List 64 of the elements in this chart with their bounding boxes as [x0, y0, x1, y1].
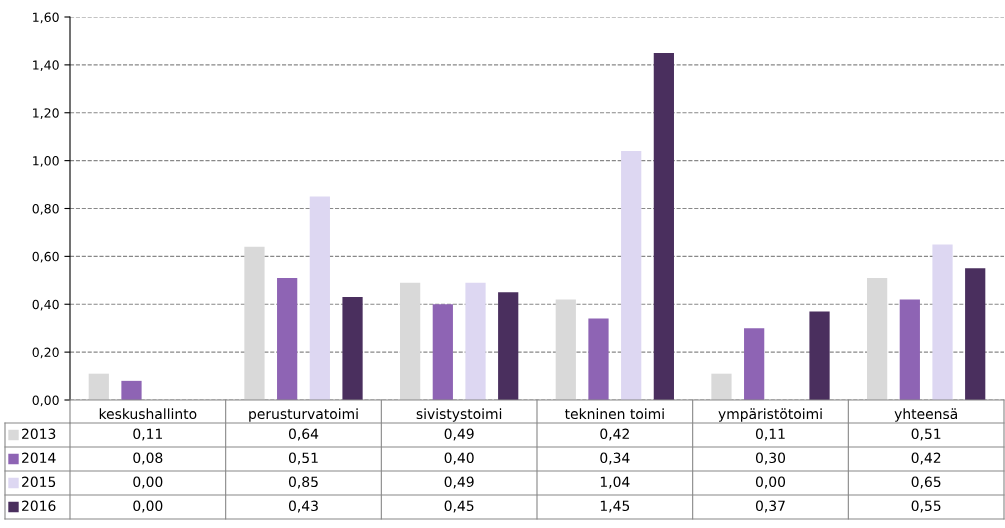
data-label: 0,51 [911, 428, 941, 441]
bar [653, 52, 674, 400]
bar [555, 299, 576, 400]
data-label: 0,11 [133, 428, 163, 441]
data-label: 0,49 [444, 476, 474, 489]
data-label: 0,30 [755, 452, 786, 465]
data-label: 0,64 [288, 428, 319, 441]
bar [621, 151, 642, 400]
bar [400, 282, 421, 400]
bar [498, 292, 519, 400]
data-label: 0,00 [133, 476, 163, 489]
data-label: 1,45 [600, 500, 630, 513]
y-tick-label: 0,80 [32, 203, 59, 215]
data-label: 0,00 [755, 476, 786, 489]
legend-label: 2013 [22, 428, 56, 440]
x-tick-label: ympäristötoimi [718, 408, 822, 422]
bar [465, 282, 486, 400]
data-label: 0,37 [755, 500, 785, 513]
x-tick-label: sivistystoimi [416, 408, 502, 422]
data-label: 0,45 [444, 500, 474, 513]
legend-label: 2016 [22, 500, 56, 512]
data-label: 0,65 [911, 476, 941, 489]
bar [899, 299, 920, 400]
data-label: 0,55 [911, 500, 941, 513]
y-tick-label: 1,20 [33, 108, 59, 119]
x-tick-label: perusturvatoimi [249, 408, 358, 422]
y-tick-label: 0,00 [32, 395, 59, 407]
y-tick-label: 0,20 [32, 347, 59, 359]
bar [277, 277, 298, 400]
y-tick-label: 1,40 [33, 60, 59, 72]
y-tick-label: 0,40 [32, 299, 59, 311]
bar [588, 318, 609, 400]
x-tick-label: yhteensä [894, 408, 957, 422]
data-label: 0,40 [444, 452, 474, 465]
bar [342, 297, 363, 400]
data-label: 0,85 [288, 476, 318, 489]
bar [88, 373, 109, 400]
bar [309, 196, 330, 400]
legend-label: 2014 [22, 452, 56, 464]
y-tick-label: 1,00 [33, 156, 59, 167]
bar [121, 380, 142, 400]
bar [867, 277, 888, 400]
legend-label: 2015 [22, 476, 56, 488]
data-label: 1,04 [600, 476, 630, 489]
x-tick-label: tekninen toimi [564, 408, 664, 420]
data-label: 0,00 [133, 500, 163, 513]
bar [965, 268, 986, 400]
bar [932, 244, 953, 400]
data-label: 0,51 [288, 452, 318, 465]
data-label: 0,49 [444, 428, 474, 441]
data-label: 0,34 [600, 452, 630, 465]
bar [432, 304, 453, 400]
data-label: 0,43 [288, 500, 318, 513]
data-label: 0,42 [600, 428, 629, 441]
bar [244, 246, 265, 400]
y-tick-label: 0,60 [32, 251, 59, 263]
data-label: 0,11 [755, 428, 785, 441]
data-label: 0,42 [911, 452, 941, 465]
bar [744, 328, 765, 400]
bar [809, 311, 830, 400]
x-tick-label: keskushallinto [99, 408, 197, 420]
data-label: 0,08 [133, 452, 163, 465]
bar [711, 373, 732, 400]
y-tick-label: 1,60 [33, 12, 59, 24]
